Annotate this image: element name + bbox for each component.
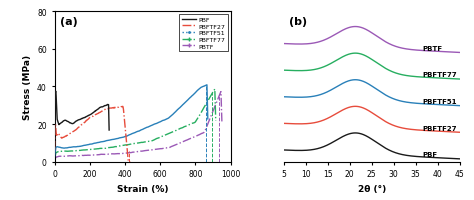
Y-axis label: Stress (MPa): Stress (MPa) bbox=[23, 55, 32, 119]
Text: (b): (b) bbox=[289, 17, 307, 26]
X-axis label: 2θ (°): 2θ (°) bbox=[357, 184, 386, 193]
Text: PBF: PBF bbox=[422, 151, 438, 157]
Legend: PBF, PBFTF27, PBFTF51, PBFTF77, PBTF: PBF, PBFTF27, PBFTF51, PBFTF77, PBTF bbox=[180, 15, 228, 52]
Text: PBFTF27: PBFTF27 bbox=[422, 125, 457, 131]
Text: (a): (a) bbox=[60, 17, 78, 26]
X-axis label: Strain (%): Strain (%) bbox=[117, 184, 168, 193]
Text: PBFTF51: PBFTF51 bbox=[422, 98, 457, 104]
Text: PBFTF77: PBFTF77 bbox=[422, 72, 457, 78]
Text: PBTF: PBTF bbox=[422, 46, 442, 51]
